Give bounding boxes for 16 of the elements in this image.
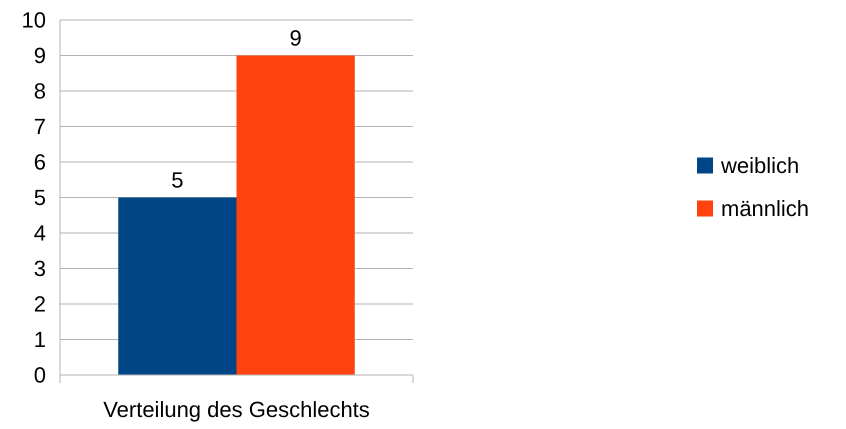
y-tick-label: 3 [34,256,46,282]
y-tick-label: 0 [34,362,46,388]
x-tick-label: Verteilung des Geschlechts [103,397,370,422]
y-tick-label: 1 [34,327,46,352]
legend-label: männlich [721,196,810,222]
y-tick-label: 10 [22,8,46,33]
y-tick-label: 7 [34,114,46,140]
legend-label: weiblich [720,153,800,178]
data-label: 9 [290,26,302,50]
y-tick-label: 2 [34,292,46,317]
y-tick-label: 6 [34,150,46,175]
y-tick-label: 8 [34,78,46,104]
data-label: 5 [171,168,184,192]
y-tick-label: 5 [34,185,46,210]
y-tick-label: 9 [34,43,46,68]
y-tick-label: 4 [34,220,46,246]
